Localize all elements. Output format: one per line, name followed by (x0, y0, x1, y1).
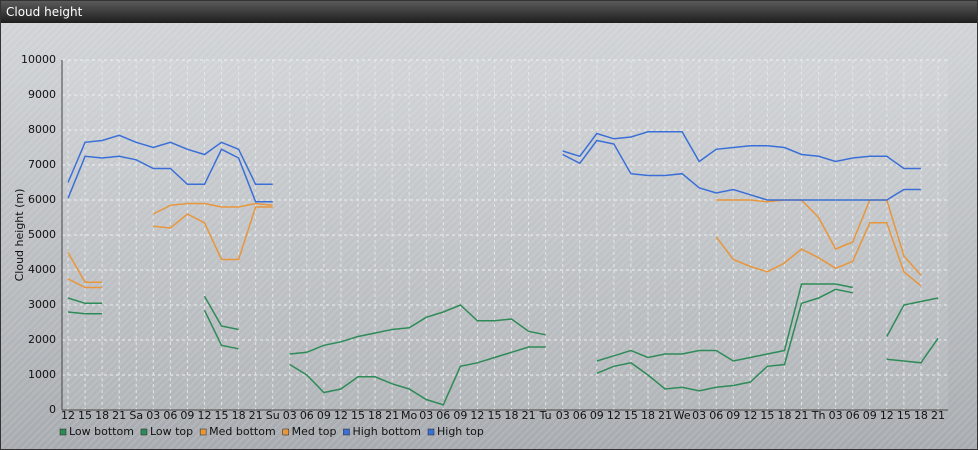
x-tick-label: 06 (573, 409, 587, 422)
legend-label: Med bottom (209, 425, 276, 438)
x-tick-label: 09 (726, 409, 740, 422)
series-line (715, 222, 922, 287)
series-line (289, 346, 546, 406)
x-tick-label: Th (811, 409, 826, 422)
legend-swatch (140, 428, 148, 436)
x-tick-label: We (674, 409, 691, 422)
x-tick-label: 21 (385, 409, 399, 422)
x-tick-label: 09 (453, 409, 467, 422)
x-tick-label: 15 (897, 409, 911, 422)
y-tick-label: 8000 (28, 123, 56, 136)
x-tick-label: 15 (351, 409, 365, 422)
x-tick-label: 18 (95, 409, 109, 422)
x-tick-label: 03 (829, 409, 843, 422)
legend-label: Low top (150, 425, 193, 438)
series-line (886, 337, 939, 364)
y-tick-label: 9000 (28, 88, 56, 101)
x-tick-label: 09 (180, 409, 194, 422)
series-line (152, 202, 273, 215)
x-tick-label: 21 (112, 409, 126, 422)
series-line (562, 139, 921, 201)
x-tick-label: 21 (522, 409, 536, 422)
x-tick-label: 15 (760, 409, 774, 422)
x-tick-label: 03 (419, 409, 433, 422)
series-line (67, 278, 103, 289)
x-tick-label: 21 (658, 409, 672, 422)
x-tick-label: 18 (777, 409, 791, 422)
y-tick-label: 7000 (28, 158, 56, 171)
x-tick-label: 21 (249, 409, 263, 422)
series-line (67, 297, 103, 305)
x-tick-label: 21 (795, 409, 809, 422)
legend-swatch (199, 428, 207, 436)
x-tick-label: Mo (401, 409, 417, 422)
x-tick-label: 12 (607, 409, 621, 422)
legend-label: Low bottom (69, 425, 134, 438)
x-tick-label: 18 (505, 409, 519, 422)
y-tick-label: 2000 (28, 333, 56, 346)
series-line (203, 295, 239, 331)
series-line (562, 131, 921, 170)
x-tick-label: 06 (300, 409, 314, 422)
y-tick-label: 0 (49, 403, 56, 416)
x-tick-label: 15 (487, 409, 501, 422)
x-tick-label: 15 (624, 409, 638, 422)
series-line (596, 288, 853, 392)
series-line (289, 304, 546, 355)
x-tick-label: 12 (61, 409, 75, 422)
y-tick-label: 1000 (28, 368, 56, 381)
series-line (596, 283, 853, 362)
x-tick-label: 12 (334, 409, 348, 422)
y-tick-label: 6000 (28, 193, 56, 206)
y-tick-label: 4000 (28, 263, 56, 276)
series-line (886, 297, 939, 337)
x-tick-label: 09 (863, 409, 877, 422)
x-tick-label: 18 (914, 409, 928, 422)
x-tick-label: 09 (590, 409, 604, 422)
legend-label: High top (437, 425, 484, 438)
y-tick-label: 10000 (21, 53, 56, 66)
legend-swatch (282, 428, 289, 436)
series-line (67, 311, 103, 315)
legend-swatch (59, 428, 67, 436)
x-tick-label: 12 (197, 409, 211, 422)
x-tick-label: 03 (283, 409, 297, 422)
x-tick-label: 12 (743, 409, 757, 422)
legend-label: Med top (292, 425, 337, 438)
x-tick-label: 18 (641, 409, 655, 422)
legend-swatch (427, 428, 435, 436)
y-tick-label: 3000 (28, 298, 56, 311)
legend-swatch (343, 428, 350, 436)
x-tick-label: 15 (78, 409, 92, 422)
x-tick-label: 21 (931, 409, 945, 422)
series-line (67, 148, 273, 203)
y-tick-label: 5000 (28, 228, 56, 241)
x-tick-label: 03 (146, 409, 160, 422)
x-tick-label: Tu (539, 409, 552, 422)
series-line (203, 309, 239, 350)
series-line (67, 252, 103, 284)
x-tick-label: 03 (556, 409, 570, 422)
x-tick-label: Su (266, 409, 280, 422)
series-line (153, 206, 273, 261)
x-tick-label: 15 (215, 409, 229, 422)
x-tick-label: 12 (880, 409, 894, 422)
x-tick-label: 03 (692, 409, 706, 422)
x-tick-label: 18 (232, 409, 246, 422)
x-tick-label: 06 (846, 409, 860, 422)
x-tick-label: 12 (470, 409, 484, 422)
x-tick-label: Sa (129, 409, 143, 422)
x-tick-label: 09 (317, 409, 331, 422)
x-tick-label: 06 (436, 409, 450, 422)
x-tick-label: 18 (368, 409, 382, 422)
y-axis-title: Cloud height (m) (13, 189, 26, 282)
legend-label: High bottom (352, 425, 421, 438)
series-line (67, 134, 273, 186)
x-tick-label: 06 (709, 409, 723, 422)
x-tick-label: 06 (163, 409, 177, 422)
title-bar: Cloud height (1, 1, 977, 23)
